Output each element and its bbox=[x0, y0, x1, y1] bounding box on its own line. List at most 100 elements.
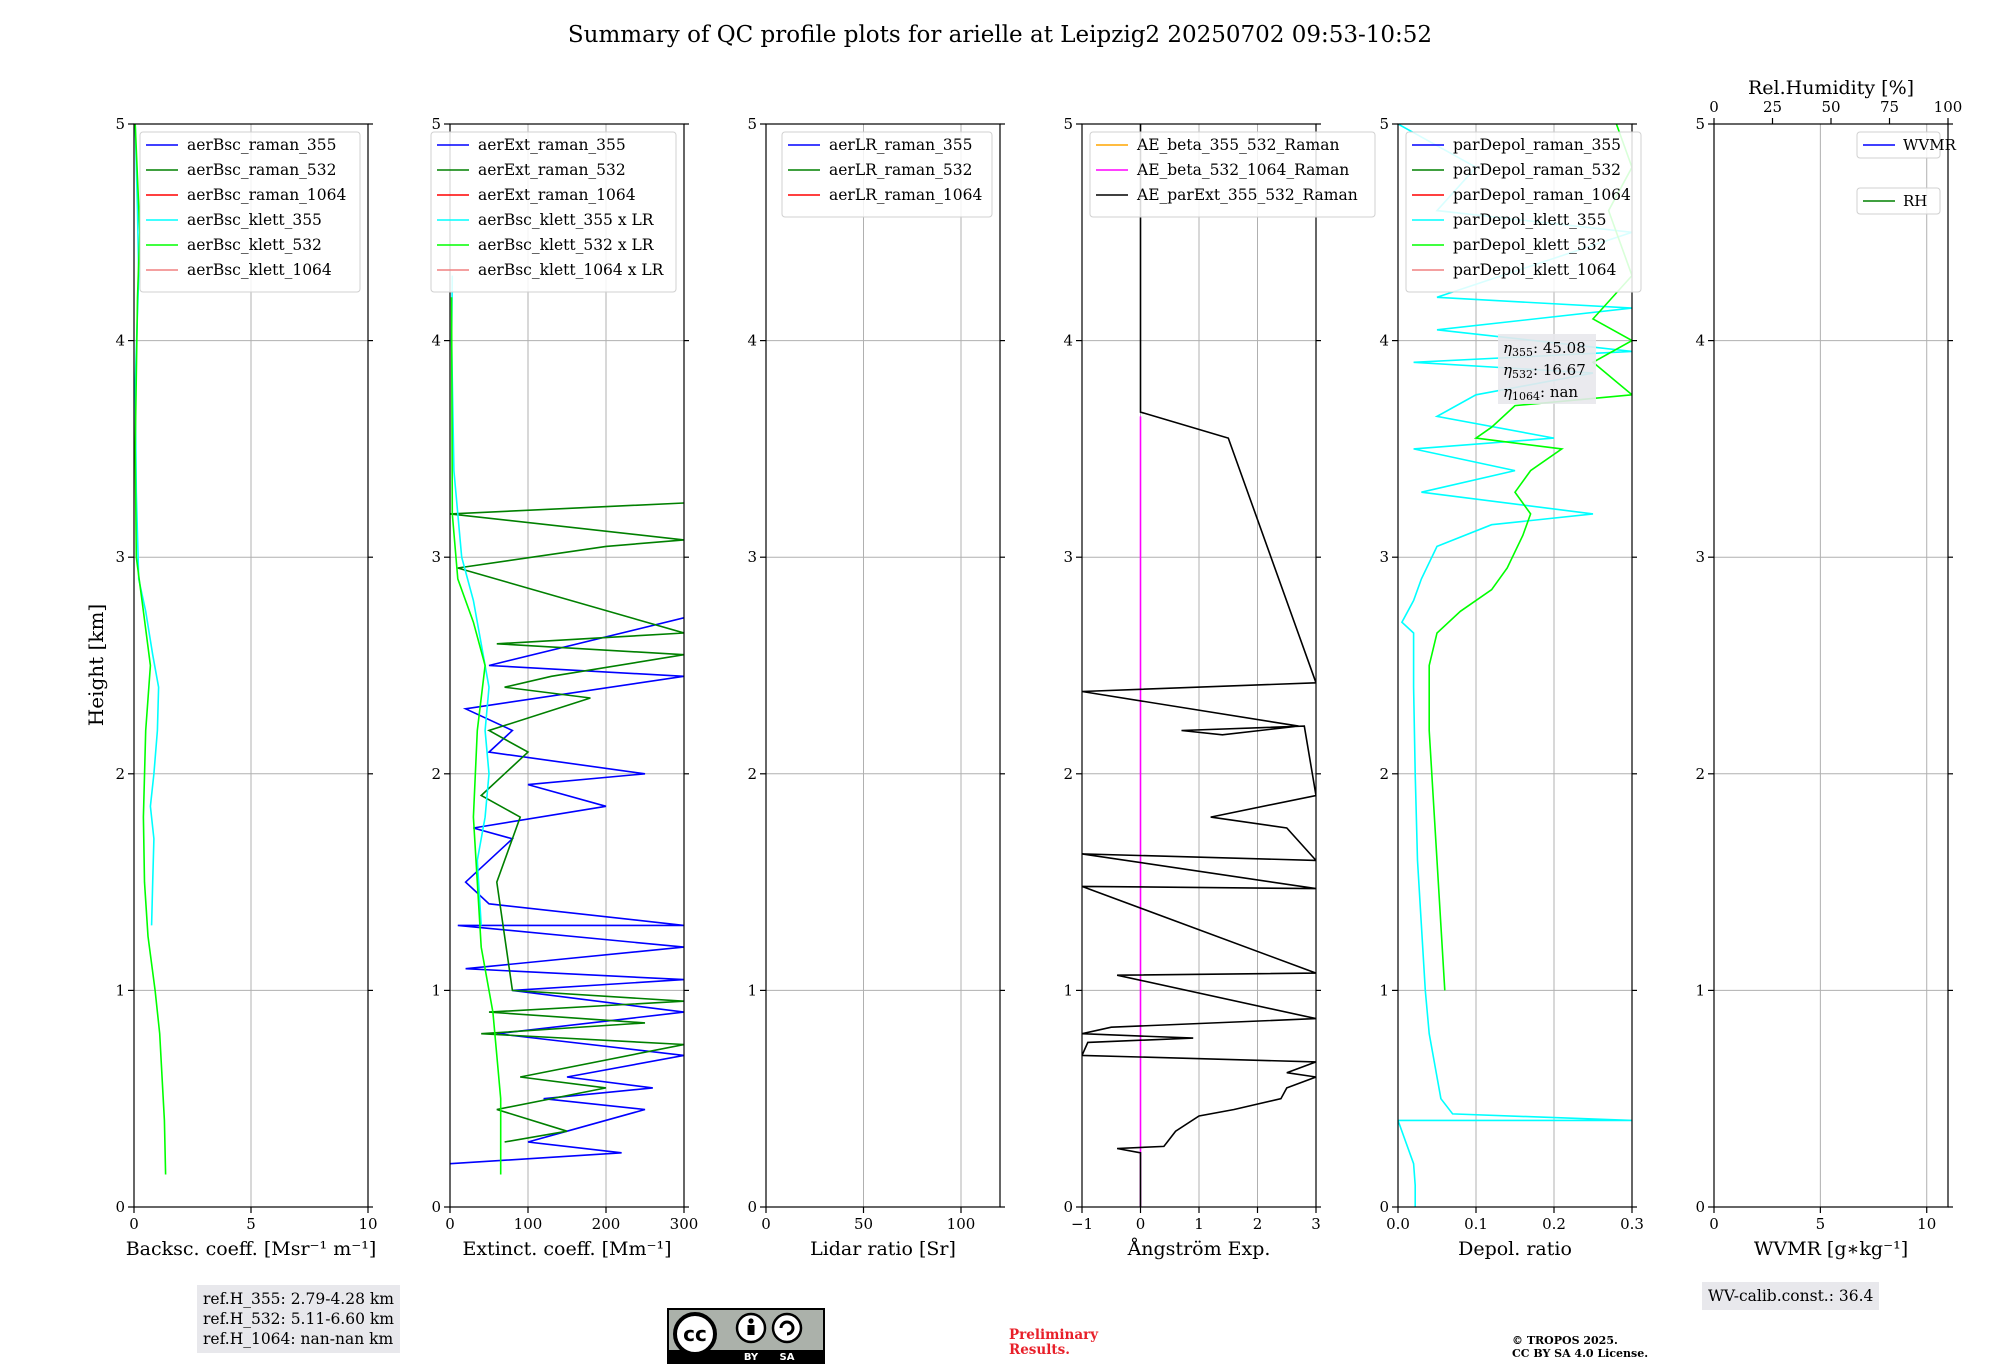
legend-label: WVMR bbox=[1903, 136, 1957, 154]
y-tick-label: 3 bbox=[431, 548, 441, 566]
series-line-aerext-raman-532 bbox=[450, 502, 684, 1143]
legend-label: aerBsc_raman_355 bbox=[187, 136, 337, 154]
by-label: BY bbox=[744, 1352, 759, 1363]
x-tick-label: 300 bbox=[670, 1215, 699, 1233]
y-tick-label: 2 bbox=[115, 765, 125, 783]
x-tick-label: 0 bbox=[445, 1215, 455, 1233]
x-tick-label: 0.0 bbox=[1386, 1215, 1410, 1233]
y-tick-label: 4 bbox=[115, 332, 125, 350]
x-tick-label: 50 bbox=[854, 1215, 873, 1233]
legend-box bbox=[139, 131, 361, 293]
x-axis-label: Depol. ratio bbox=[1458, 1238, 1572, 1260]
y-tick-label: 5 bbox=[1063, 115, 1073, 133]
y-tick-label: 4 bbox=[1063, 332, 1073, 350]
legend-box bbox=[1089, 131, 1376, 218]
legend-label: aerBsc_klett_355 x LR bbox=[478, 211, 655, 229]
x-axis-label: Ångström Exp. bbox=[1127, 1238, 1271, 1260]
y-tick-label: 0 bbox=[1063, 1198, 1073, 1216]
ref-heights-box: ref.H_355: 2.79-4.28 km ref.H_532: 5.11-… bbox=[197, 1285, 400, 1353]
x2-axis-label: Rel.Humidity [%] bbox=[1748, 77, 1914, 99]
ref-height-532: ref.H_532: 5.11-6.60 km bbox=[203, 1310, 394, 1328]
preliminary-line-1: Preliminary bbox=[1009, 1327, 1099, 1343]
y-tick-label: 5 bbox=[747, 115, 757, 133]
legend-label: aerBsc_klett_532 x LR bbox=[478, 236, 655, 254]
y-tick-label: 5 bbox=[1695, 115, 1705, 133]
x-tick-label: 0 bbox=[761, 1215, 771, 1233]
y-tick-label: 1 bbox=[1063, 981, 1073, 999]
legend-box bbox=[1856, 187, 1941, 215]
eta-annotation: η1064: nan bbox=[1503, 383, 1578, 403]
x2-tick-label: 75 bbox=[1880, 98, 1899, 116]
y-tick-label: 0 bbox=[431, 1198, 441, 1216]
x-tick-label: 0 bbox=[1136, 1215, 1146, 1233]
y-tick-label: 4 bbox=[1695, 332, 1705, 350]
legend-label: aerLR_raman_532 bbox=[829, 161, 972, 179]
series-line-aerbsc-klett-355-x-lr bbox=[450, 275, 490, 926]
legend-label: aerBsc_klett_1064 bbox=[187, 261, 332, 279]
series-line-aerbsc-klett-532 bbox=[134, 124, 167, 1175]
eta-annotation: η355: 45.08 bbox=[1503, 339, 1586, 359]
y-tick-label: 3 bbox=[747, 548, 757, 566]
legend-label: parDepol_klett_355 bbox=[1453, 211, 1606, 229]
x-axis-label: Backsc. coeff. [Msr⁻¹ m⁻¹] bbox=[126, 1238, 377, 1260]
legend-label: aerBsc_raman_532 bbox=[187, 161, 337, 179]
legend-label: AE_beta_532_1064_Raman bbox=[1136, 161, 1349, 179]
legend-label: aerLR_raman_355 bbox=[829, 136, 972, 154]
y-tick-label: 0 bbox=[1379, 1198, 1389, 1216]
y-tick-label: 1 bbox=[115, 981, 125, 999]
y-tick-label: 1 bbox=[747, 981, 757, 999]
x-axis-label: Extinct. coeff. [Mm⁻¹] bbox=[462, 1238, 671, 1260]
x-tick-label: 10 bbox=[1917, 1215, 1936, 1233]
x2-tick-label: 25 bbox=[1763, 98, 1782, 116]
y-tick-label: 4 bbox=[431, 332, 441, 350]
y-tick-label: 1 bbox=[1695, 981, 1705, 999]
x-tick-label: −1 bbox=[1071, 1215, 1093, 1233]
cc-logo-text: cc bbox=[683, 1322, 707, 1346]
axes-frame bbox=[765, 123, 1001, 1208]
eta-box bbox=[1498, 334, 1596, 404]
x-tick-label: 0.1 bbox=[1464, 1215, 1488, 1233]
x-tick-label: 5 bbox=[1816, 1215, 1826, 1233]
x-tick-label: 0 bbox=[129, 1215, 139, 1233]
y-tick-label: 3 bbox=[1063, 548, 1073, 566]
ref-height-1064: ref.H_1064: nan-nan km bbox=[203, 1330, 394, 1348]
cc-by-sa-license-badge: cc BY SA bbox=[667, 1308, 825, 1364]
preliminary-line-2: Results. bbox=[1009, 1342, 1070, 1358]
legend-label: aerBsc_klett_1064 x LR bbox=[478, 261, 665, 279]
legend-box bbox=[1856, 131, 1941, 159]
legend-label: parDepol_raman_1064 bbox=[1453, 186, 1631, 204]
x-tick-label: 200 bbox=[592, 1215, 621, 1233]
series-line-pardepol-klett-532 bbox=[1428, 124, 1632, 991]
y-tick-label: 0 bbox=[1695, 1198, 1705, 1216]
legend-box bbox=[430, 131, 677, 293]
legend-label: aerBsc_raman_1064 bbox=[187, 186, 347, 204]
y-tick-label: 2 bbox=[1063, 765, 1073, 783]
legend-label: parDepol_klett_532 bbox=[1453, 236, 1606, 254]
legend-label: aerBsc_klett_532 bbox=[187, 236, 322, 254]
x-tick-label: 5 bbox=[246, 1215, 256, 1233]
x-tick-label: 1 bbox=[1194, 1215, 1204, 1233]
x-axis-label: Lidar ratio [Sr] bbox=[810, 1238, 956, 1260]
legend-label: aerBsc_klett_355 bbox=[187, 211, 322, 229]
y-tick-label: 5 bbox=[115, 115, 125, 133]
y-tick-label: 5 bbox=[1379, 115, 1389, 133]
sa-label: SA bbox=[780, 1352, 795, 1363]
series-line-pardepol-klett-355 bbox=[1398, 124, 1632, 1207]
legend-label: AE_parExt_355_532_Raman bbox=[1136, 186, 1358, 204]
legend-label: aerExt_raman_532 bbox=[478, 161, 626, 179]
y-tick-label: 0 bbox=[115, 1198, 125, 1216]
y-tick-label: 2 bbox=[1379, 765, 1389, 783]
axes-frame bbox=[449, 123, 685, 1208]
y-axis-label: Height [km] bbox=[84, 604, 108, 726]
series-line-ae-parext-355-532-raman bbox=[1082, 124, 1316, 1207]
y-tick-label: 5 bbox=[431, 115, 441, 133]
series-line-aerext-raman-355 bbox=[450, 617, 684, 1165]
axes-frame bbox=[1397, 123, 1633, 1208]
eta-annotation: η532: 16.67 bbox=[1503, 361, 1586, 381]
x-tick-label: 2 bbox=[1253, 1215, 1263, 1233]
x-tick-label: 0 bbox=[1709, 1215, 1719, 1233]
y-tick-label: 3 bbox=[1695, 548, 1705, 566]
y-tick-label: 3 bbox=[115, 548, 125, 566]
y-tick-label: 3 bbox=[1379, 548, 1389, 566]
